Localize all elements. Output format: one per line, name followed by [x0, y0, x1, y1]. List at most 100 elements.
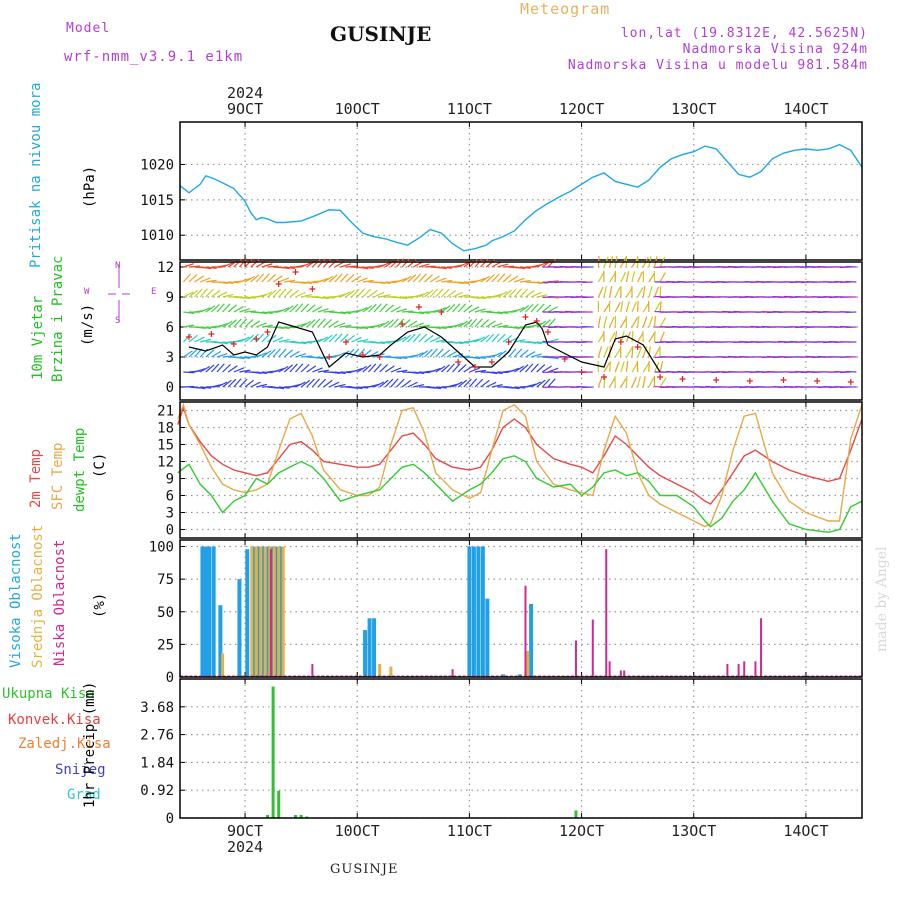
wind-barb — [603, 302, 611, 313]
wind-barb — [295, 381, 306, 388]
wind-barb — [295, 291, 306, 298]
wind-barb — [581, 386, 593, 389]
wind-barb — [345, 334, 356, 343]
wind-barb — [497, 263, 509, 268]
wind-barb — [441, 266, 453, 269]
wind-barb — [452, 363, 461, 373]
wind-barb — [631, 345, 634, 358]
wind-barb — [430, 386, 442, 390]
wind-barb — [295, 353, 307, 358]
wind-barb — [300, 303, 310, 313]
wind-barb — [278, 266, 290, 270]
wind-barb — [390, 367, 402, 373]
wind-barb — [631, 330, 634, 343]
wind-barb — [239, 296, 251, 300]
wind-barb — [519, 364, 529, 373]
wind-barb — [183, 350, 193, 358]
wind-barb — [283, 288, 293, 298]
wind-barb — [351, 275, 362, 283]
wind-barb — [357, 386, 369, 389]
wind-barb — [514, 306, 525, 313]
wind-gust-point — [275, 281, 282, 287]
data-bar — [254, 546, 258, 677]
wind-barb — [441, 326, 453, 329]
wind-gust-point — [617, 339, 624, 345]
panel-frame — [179, 401, 863, 539]
wind-barb — [396, 308, 408, 313]
wind-barb — [519, 288, 529, 298]
wind-barb — [435, 326, 447, 330]
wind-barb — [396, 258, 405, 268]
wind-barb — [648, 286, 653, 298]
data-bar — [245, 549, 250, 677]
wind-barb — [620, 271, 627, 283]
wind-barb — [379, 303, 388, 313]
wind-barb — [182, 273, 192, 283]
wind-barb — [222, 379, 232, 388]
wind-barb — [468, 318, 478, 328]
wind-barb — [659, 331, 665, 343]
wind-barb — [429, 336, 441, 343]
wind-barb — [457, 303, 467, 313]
wind-barb — [216, 291, 228, 298]
wind-barb — [653, 347, 661, 358]
wind-barb — [216, 381, 228, 388]
data-bar — [299, 814, 303, 818]
wind-barb — [216, 281, 229, 285]
wind-barb — [239, 318, 248, 328]
wind-barb — [530, 363, 539, 373]
wind-barb — [508, 275, 519, 283]
wind-barb — [418, 371, 430, 374]
wind-barb — [631, 301, 637, 313]
wind-barb — [261, 371, 273, 374]
wind-barb — [339, 273, 349, 283]
wind-barb — [205, 266, 217, 269]
y-tick-label: 3 — [166, 350, 174, 366]
wind-barb — [519, 266, 531, 269]
wind-barb — [603, 362, 611, 373]
wind-barb — [356, 307, 368, 313]
wind-barb — [256, 371, 268, 375]
y-tick-label: 21 — [157, 404, 174, 420]
wind-gust-point — [309, 286, 316, 292]
wind-barb — [183, 324, 195, 328]
wind-barb — [311, 318, 321, 328]
wind-barb — [429, 367, 441, 373]
wind-barb — [340, 324, 352, 328]
wind-barb — [194, 288, 203, 298]
wind-barb — [401, 275, 412, 283]
wind-barb — [312, 306, 323, 313]
wind-barb — [536, 303, 545, 313]
wind-barb — [183, 311, 195, 314]
wind-barb — [659, 317, 667, 328]
wind-gust-point — [376, 354, 383, 360]
wind-barb — [317, 296, 329, 300]
wind-barb — [222, 281, 234, 285]
wind-barb — [188, 273, 198, 283]
wind-barb — [239, 277, 251, 283]
data-bar — [250, 546, 254, 677]
bottom-year-label: 2024 — [227, 838, 263, 856]
wind-barb — [267, 289, 277, 298]
wind-barb — [205, 349, 215, 358]
page-title: GUSINJE — [330, 22, 432, 46]
wind-barb — [244, 379, 255, 388]
wind-barb — [289, 363, 298, 373]
wind-barb — [659, 361, 664, 373]
wind-barb — [390, 306, 401, 313]
wind-barb — [295, 322, 307, 328]
wind-barb — [845, 370, 857, 373]
wind-gust-point — [399, 321, 406, 327]
wind-barb — [413, 371, 425, 375]
wind-barb — [256, 311, 268, 315]
wind-barb — [188, 334, 199, 343]
wind-barb — [205, 305, 216, 313]
wind-barb — [199, 307, 211, 313]
wind-barb — [284, 326, 296, 329]
data-bar — [754, 661, 757, 677]
wind-barb — [418, 263, 430, 268]
top-tick-label: 11OCT — [447, 100, 492, 118]
wind-barb — [379, 341, 391, 344]
wind-barb — [474, 356, 487, 359]
compass-south-label: S — [115, 316, 121, 326]
